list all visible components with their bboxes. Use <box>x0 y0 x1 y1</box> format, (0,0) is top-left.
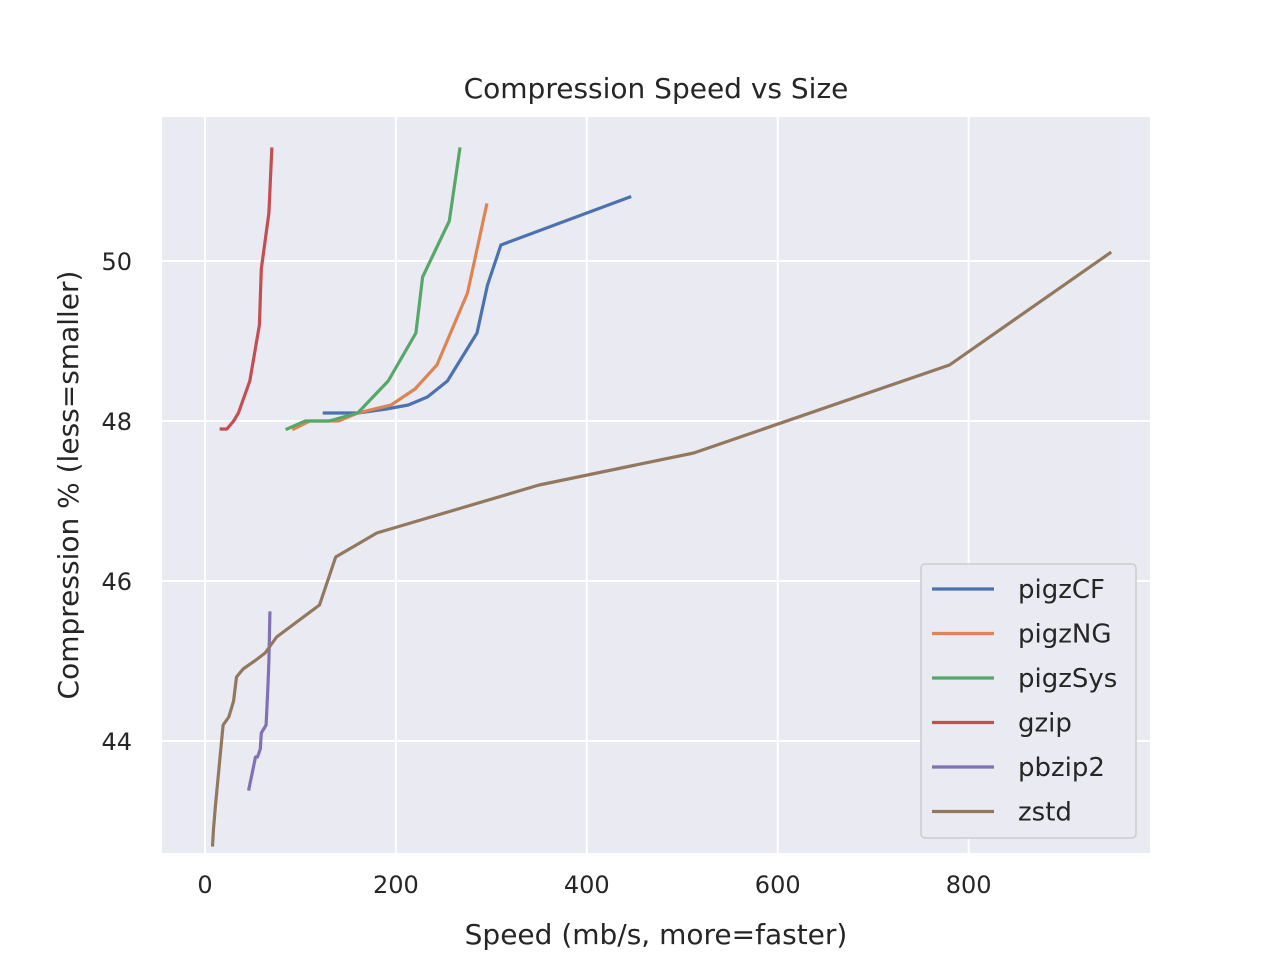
series-line-gzip <box>219 147 274 431</box>
x-tick-label: 400 <box>564 871 610 899</box>
y-axis-label: Compression % (less=smaller) <box>52 271 85 700</box>
x-tick-label: 600 <box>755 871 801 899</box>
series-line-pbzip2 <box>247 611 272 791</box>
legend: pigzCF pigzNG pigzSys gzip pbzip2 zstd <box>920 563 1137 839</box>
legend-label-zstd: zstd <box>1018 798 1072 828</box>
chart-title: Compression Speed vs Size <box>464 72 849 105</box>
legend-label-pigzNG: pigzNG <box>1018 620 1111 650</box>
legend-label-pigzSys: pigzSys <box>1018 664 1117 694</box>
y-tick-label: 48 <box>101 408 132 436</box>
legend-label-pbzip2: pbzip2 <box>1018 753 1105 783</box>
y-tick-label: 50 <box>101 248 132 276</box>
x-axis-label: Speed (mb/s, more=faster) <box>465 918 848 951</box>
legend-label-gzip: gzip <box>1018 709 1072 739</box>
y-tick-label: 44 <box>101 728 132 756</box>
y-axis-ticks: 44 46 48 50 <box>101 248 132 756</box>
series-layer <box>210 147 1113 847</box>
x-tick-label: 800 <box>946 871 992 899</box>
x-tick-label: 0 <box>197 871 212 899</box>
legend-label-pigzCF: pigzCF <box>1018 575 1105 605</box>
series-line-pigzSys <box>284 147 462 432</box>
x-tick-label: 200 <box>373 871 419 899</box>
x-axis-ticks: 0 200 400 600 800 <box>197 871 991 899</box>
series-line-zstd <box>210 250 1113 847</box>
y-tick-label: 46 <box>101 568 132 596</box>
